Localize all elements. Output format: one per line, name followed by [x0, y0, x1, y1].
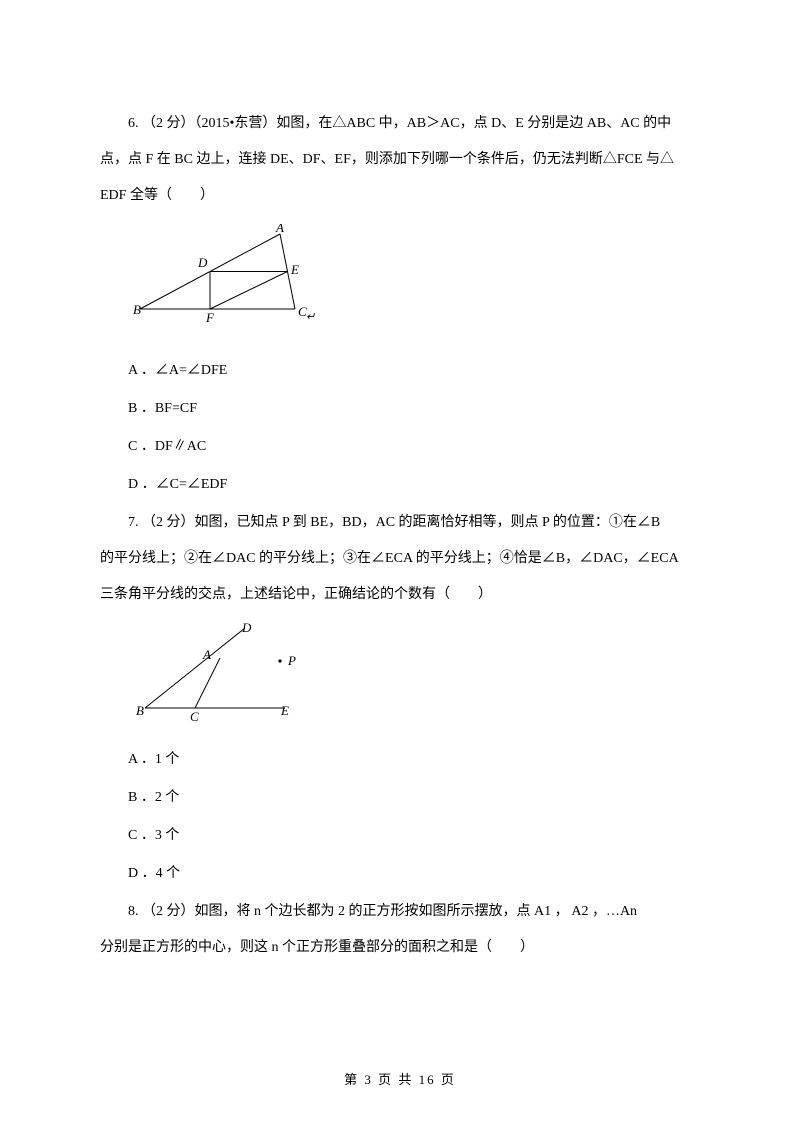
svg-text:D: D: [197, 255, 208, 270]
svg-text:E: E: [280, 703, 289, 718]
q7-option-a: A ．1 个: [100, 746, 700, 774]
q7-option-b: B ．2 个: [100, 784, 700, 812]
q6-option-b: B ．BF=CF: [100, 395, 700, 423]
q6-stem-line3: EDF 全等（ ）: [100, 182, 700, 210]
q7-stem-line2: 的平分线上；②在∠DAC 的平分线上；③在∠ECA 的平分线上；④恰是∠B，∠D…: [100, 545, 700, 573]
q7-angle-icon: B C E A D P: [130, 623, 330, 723]
svg-text:A: A: [202, 647, 211, 662]
page-footer: 第 3 页 共 16 页: [0, 1069, 800, 1088]
q6-diagram: A B C D E F ↵: [130, 224, 700, 339]
svg-text:↵: ↵: [306, 311, 315, 323]
q6-stem-line1: 6. （2 分）（2015•东营）如图，在△ABC 中，AB＞AC，点 D、E …: [100, 110, 700, 138]
q6-triangle-icon: A B C D E F ↵: [130, 224, 320, 334]
svg-text:P: P: [287, 653, 296, 668]
q7-stem-line1: 7. （2 分）如图，已知点 P 到 BE，BD，AC 的距离恰好相等，则点 P…: [100, 509, 700, 537]
q6-option-c: C ．DF∥AC: [100, 433, 700, 461]
svg-text:B: B: [136, 703, 144, 718]
svg-text:D: D: [241, 623, 252, 635]
svg-text:B: B: [133, 302, 141, 317]
q7-option-c: C ．3 个: [100, 822, 700, 850]
q8-stem-line2: 分别是正方形的中心，则这 n 个正方形重叠部分的面积之和是（ ）: [100, 934, 700, 962]
q7-stem-line3: 三条角平分线的交点，上述结论中，正确结论的个数有（ ）: [100, 581, 700, 609]
q6-option-d: D ．∠C=∠EDF: [100, 471, 700, 499]
svg-text:E: E: [290, 262, 299, 277]
q7-diagram: B C E A D P: [130, 623, 700, 728]
svg-text:C: C: [190, 709, 199, 723]
page: 6. （2 分）（2015•东营）如图，在△ABC 中，AB＞AC，点 D、E …: [0, 0, 800, 1132]
q8-stem-line1: 8. （2 分）如图，将 n 个边长都为 2 的正方形按如图所示摆放，点 A1 …: [100, 898, 700, 926]
q6-stem-line2: 点，点 F 在 BC 边上，连接 DE、DF、EF，则添加下列哪一个条件后，仍无…: [100, 146, 700, 174]
q7-option-d: D ．4 个: [100, 860, 700, 888]
svg-text:A: A: [275, 224, 284, 235]
q6-option-a: A ．∠A=∠DFE: [100, 357, 700, 385]
svg-text:F: F: [205, 310, 215, 325]
